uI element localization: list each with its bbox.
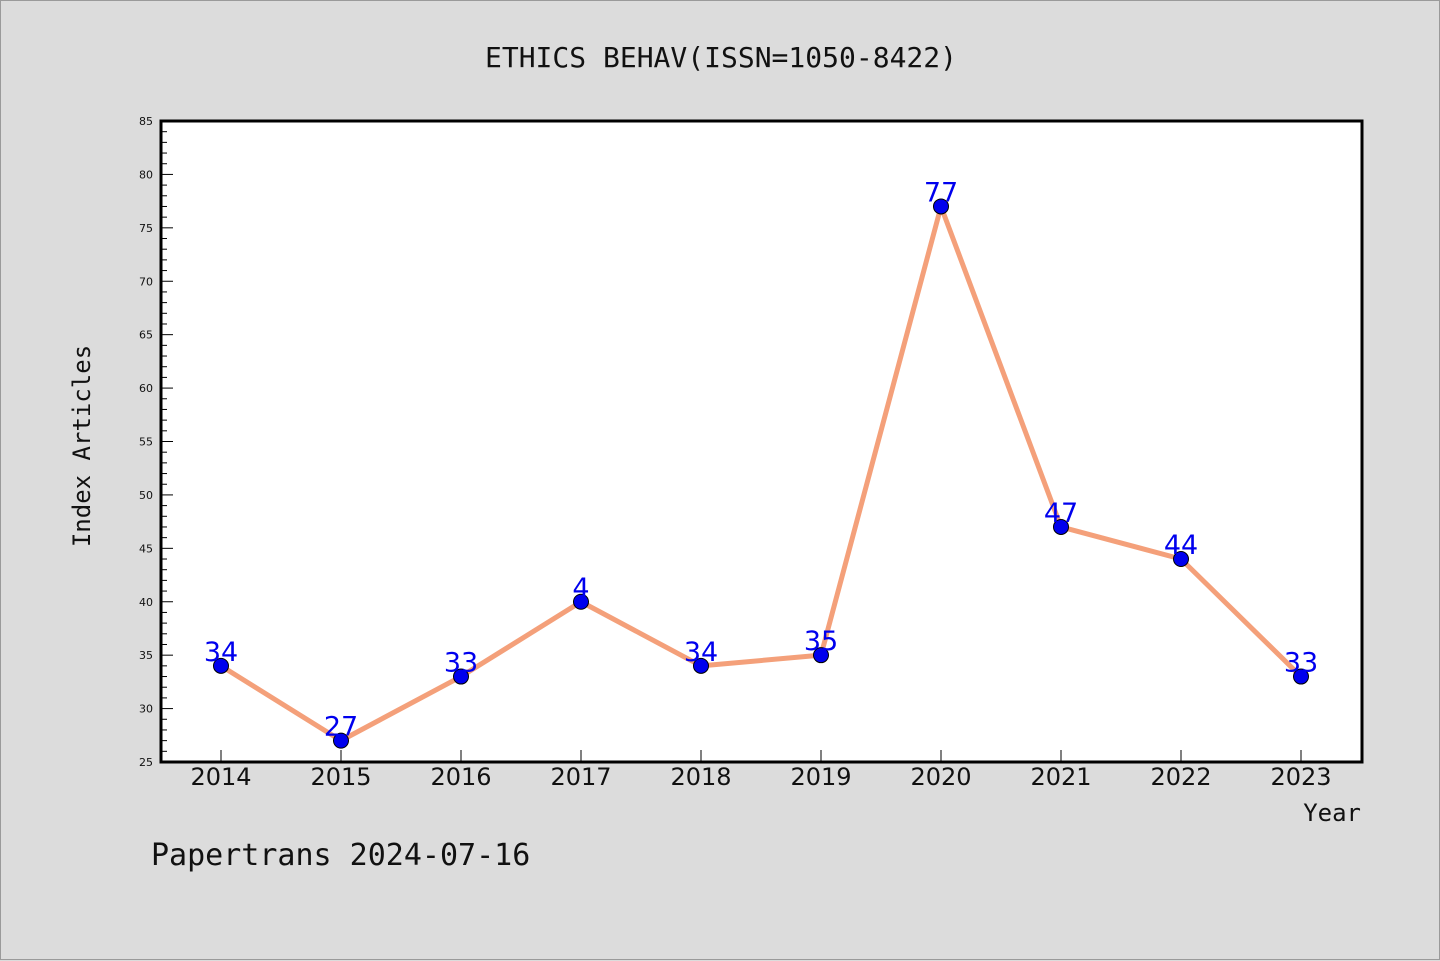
- data-point: [1293, 668, 1309, 685]
- series-markers: [213, 198, 1309, 749]
- data-label: 33: [444, 648, 478, 679]
- y-tick-label: 35: [139, 649, 153, 662]
- y-tick-label: 30: [139, 703, 153, 716]
- data-label: 47: [1044, 498, 1078, 529]
- y-tick-label: 75: [139, 222, 153, 235]
- data-point: [453, 668, 469, 685]
- y-tick-label: 50: [139, 489, 153, 502]
- data-point: [933, 198, 949, 215]
- y-tick-label: 70: [139, 275, 153, 288]
- data-label: 27: [324, 712, 358, 743]
- data-label: 34: [204, 637, 238, 668]
- y-tick-label: 80: [139, 168, 153, 181]
- y-tick-label: 60: [139, 382, 153, 395]
- data-label: 34: [684, 637, 718, 668]
- x-tick-label: 2022: [1150, 763, 1211, 791]
- data-label: 44: [1164, 530, 1198, 561]
- data-label: 33: [1284, 648, 1318, 679]
- series-line: [218, 203, 1304, 744]
- data-point: [813, 647, 829, 664]
- data-point: [213, 657, 229, 674]
- x-tick-label: 2021: [1030, 763, 1091, 791]
- y-tick-label: 40: [139, 596, 153, 609]
- x-tick-label: 2016: [430, 763, 491, 791]
- x-tick-label: 2014: [190, 763, 251, 791]
- y-tick-label: 65: [139, 329, 153, 342]
- plot-area: [159, 119, 1364, 764]
- y-tick-label: 85: [139, 115, 153, 128]
- x-tick-label: 2015: [310, 763, 371, 791]
- chart-title: ETHICS BEHAV(ISSN=1050-8422): [485, 41, 957, 74]
- y-tick-label: 25: [139, 756, 153, 769]
- x-tick-label: 2017: [550, 763, 611, 791]
- data-point: [1053, 518, 1069, 535]
- series-polyline: [218, 203, 1304, 744]
- data-label: 4: [572, 573, 589, 604]
- data-point: [333, 732, 349, 749]
- y-axis-label: Index Articles: [68, 345, 96, 547]
- data-point: [693, 657, 709, 674]
- x-tick-label: 2019: [790, 763, 851, 791]
- x-tick-label: 2018: [670, 763, 731, 791]
- x-tick-label: 2023: [1270, 763, 1331, 791]
- footer-text: Papertrans 2024-07-16: [151, 838, 530, 873]
- data-point: [1173, 551, 1189, 568]
- x-tick-label: 2020: [910, 763, 971, 791]
- y-tick-label: 55: [139, 436, 153, 449]
- data-label: 77: [924, 177, 958, 208]
- data-point: [573, 593, 589, 610]
- x-axis: 2014 2015 2016 2017 2018 2019 2020 2021 2022 2023: [190, 750, 1332, 791]
- x-axis-label: Year: [1303, 799, 1361, 827]
- y-axis: 25 30 35 40 45 50 55 60 65 70 75 80 85: [139, 115, 173, 769]
- data-label: 35: [804, 626, 838, 657]
- y-tick-label: 45: [139, 542, 153, 555]
- data-labels: 34 27 33 4 34 35 77 47 44 33: [204, 177, 1318, 742]
